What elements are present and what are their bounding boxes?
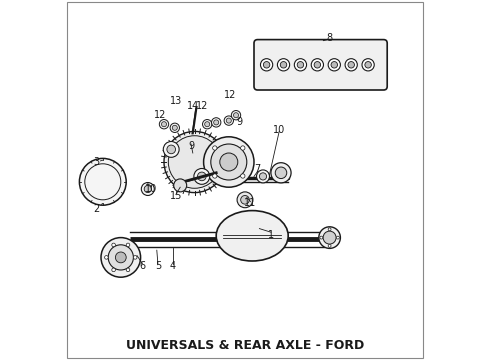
Circle shape [197, 172, 206, 181]
Circle shape [204, 137, 254, 187]
Circle shape [194, 168, 210, 184]
Text: 12: 12 [196, 101, 209, 111]
Circle shape [314, 62, 320, 68]
Text: 11: 11 [245, 198, 257, 208]
Circle shape [319, 227, 341, 248]
Circle shape [104, 256, 108, 259]
Circle shape [79, 158, 126, 205]
Circle shape [328, 59, 341, 71]
Circle shape [362, 59, 374, 71]
Circle shape [320, 236, 323, 239]
Text: 12: 12 [153, 110, 166, 120]
Ellipse shape [216, 211, 288, 261]
Text: UNIVERSALS & REAR AXLE - FORD: UNIVERSALS & REAR AXLE - FORD [126, 339, 364, 352]
Circle shape [169, 136, 221, 188]
Circle shape [164, 131, 225, 193]
Text: 9: 9 [188, 141, 194, 151]
FancyBboxPatch shape [254, 40, 387, 90]
Circle shape [212, 118, 221, 127]
Circle shape [213, 146, 217, 150]
Circle shape [112, 243, 116, 247]
Circle shape [271, 163, 291, 183]
Circle shape [170, 123, 179, 132]
Circle shape [331, 62, 338, 68]
Circle shape [231, 111, 241, 120]
Circle shape [328, 244, 331, 247]
Circle shape [277, 59, 290, 71]
Circle shape [162, 122, 167, 127]
Text: 14: 14 [187, 101, 199, 111]
Text: 4: 4 [170, 261, 176, 271]
Circle shape [280, 62, 287, 68]
Circle shape [241, 146, 245, 150]
Circle shape [163, 141, 179, 157]
Circle shape [348, 62, 354, 68]
Circle shape [328, 228, 331, 231]
Circle shape [263, 62, 270, 68]
Circle shape [144, 185, 151, 193]
Circle shape [211, 144, 247, 180]
Circle shape [220, 153, 238, 171]
Circle shape [112, 268, 116, 272]
Text: 7: 7 [254, 164, 261, 174]
Circle shape [323, 231, 336, 244]
Circle shape [259, 173, 267, 180]
Circle shape [294, 59, 307, 71]
Circle shape [159, 120, 169, 129]
Text: 1: 1 [268, 230, 274, 240]
Text: 8: 8 [326, 33, 333, 43]
Text: 2: 2 [94, 204, 100, 214]
Circle shape [174, 179, 187, 192]
Text: 9: 9 [237, 117, 243, 127]
Circle shape [311, 59, 323, 71]
Circle shape [108, 245, 133, 270]
Circle shape [226, 118, 231, 123]
Circle shape [205, 122, 210, 127]
Circle shape [214, 120, 219, 125]
Circle shape [172, 125, 177, 130]
Text: 12: 12 [224, 90, 237, 100]
Circle shape [101, 238, 141, 277]
Text: 3: 3 [94, 157, 100, 167]
Circle shape [257, 170, 270, 183]
Circle shape [116, 252, 126, 263]
Circle shape [133, 256, 137, 259]
Circle shape [213, 174, 217, 178]
Circle shape [237, 192, 253, 208]
Circle shape [241, 195, 249, 204]
Text: 10: 10 [273, 125, 285, 135]
Circle shape [202, 120, 212, 129]
Text: 5: 5 [155, 261, 161, 271]
Circle shape [126, 268, 130, 272]
Text: 10: 10 [145, 184, 157, 194]
Circle shape [233, 113, 239, 118]
Circle shape [167, 145, 175, 154]
Circle shape [141, 183, 154, 195]
Circle shape [224, 116, 233, 125]
Text: 15: 15 [170, 191, 182, 201]
Circle shape [241, 174, 245, 178]
Circle shape [261, 59, 273, 71]
Circle shape [297, 62, 304, 68]
Circle shape [345, 59, 357, 71]
Circle shape [365, 62, 371, 68]
Text: 13: 13 [170, 96, 182, 106]
Circle shape [126, 243, 130, 247]
Text: 6: 6 [139, 261, 146, 271]
Circle shape [337, 236, 339, 239]
Circle shape [275, 167, 287, 179]
